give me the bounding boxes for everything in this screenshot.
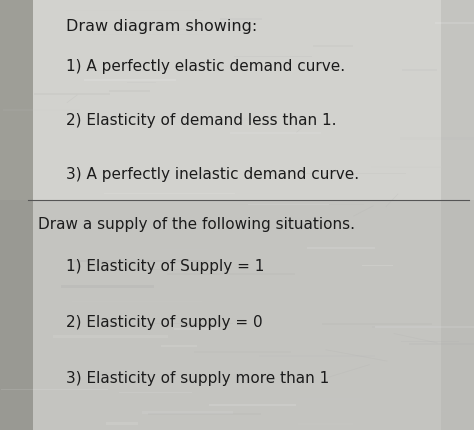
Bar — [220, 18, 262, 20]
Bar — [138, 323, 233, 324]
Text: 3) Elasticity of supply more than 1: 3) Elasticity of supply more than 1 — [66, 371, 329, 386]
Bar — [371, 166, 442, 168]
Text: 1) A perfectly elastic demand curve.: 1) A perfectly elastic demand curve. — [66, 59, 346, 74]
Text: 3) A perfectly inelastic demand curve.: 3) A perfectly inelastic demand curve. — [66, 167, 359, 181]
Bar — [322, 323, 432, 326]
Bar — [0, 200, 474, 430]
Bar — [84, 79, 176, 81]
Bar — [163, 249, 208, 250]
Bar — [148, 413, 261, 415]
Bar — [54, 335, 167, 338]
Text: Draw diagram showing:: Draw diagram showing: — [66, 19, 257, 34]
Text: 1) Elasticity of Supply = 1: 1) Elasticity of Supply = 1 — [66, 259, 265, 274]
Bar — [441, 0, 474, 430]
Bar — [135, 212, 233, 213]
Bar — [66, 10, 203, 12]
Bar — [142, 411, 233, 414]
Bar — [329, 204, 364, 205]
Bar — [127, 82, 156, 83]
Bar — [174, 329, 219, 330]
Bar — [362, 265, 393, 266]
Bar — [194, 351, 291, 353]
Bar — [207, 118, 279, 121]
Bar — [119, 392, 192, 393]
Bar — [67, 340, 176, 341]
Text: 2) Elasticity of supply = 0: 2) Elasticity of supply = 0 — [66, 315, 263, 330]
Bar — [307, 247, 375, 249]
Bar — [297, 398, 363, 400]
Bar — [390, 167, 474, 168]
Bar — [72, 301, 202, 302]
Bar — [332, 411, 446, 412]
Text: 2) Elasticity of demand less than 1.: 2) Elasticity of demand less than 1. — [66, 113, 337, 128]
Bar — [246, 236, 352, 237]
Bar — [375, 326, 474, 328]
Bar — [109, 90, 150, 92]
Bar — [156, 28, 210, 30]
Bar — [61, 285, 154, 288]
Bar — [401, 341, 459, 342]
Bar — [64, 393, 153, 394]
Bar — [410, 343, 474, 345]
Bar — [155, 290, 214, 291]
Bar — [209, 404, 296, 406]
Bar — [93, 34, 215, 35]
Bar — [107, 422, 138, 425]
Bar — [161, 345, 197, 347]
Bar — [167, 273, 294, 275]
Bar — [373, 326, 474, 328]
Bar — [293, 173, 406, 174]
Bar — [248, 398, 312, 399]
Bar — [259, 355, 375, 357]
Bar — [298, 424, 353, 426]
Bar — [186, 28, 245, 30]
Text: Draw a supply of the following situations.: Draw a supply of the following situation… — [38, 217, 355, 232]
Bar — [0, 0, 33, 430]
Bar — [0, 0, 474, 200]
Bar — [400, 137, 474, 140]
Bar — [402, 69, 438, 71]
Bar — [229, 132, 321, 134]
Bar — [3, 109, 80, 111]
Bar — [435, 22, 474, 24]
Bar — [34, 92, 110, 95]
Bar — [0, 389, 109, 390]
Bar — [313, 45, 353, 47]
Bar — [248, 204, 329, 205]
Bar — [215, 270, 338, 273]
Bar — [240, 411, 275, 413]
Bar — [234, 56, 312, 57]
